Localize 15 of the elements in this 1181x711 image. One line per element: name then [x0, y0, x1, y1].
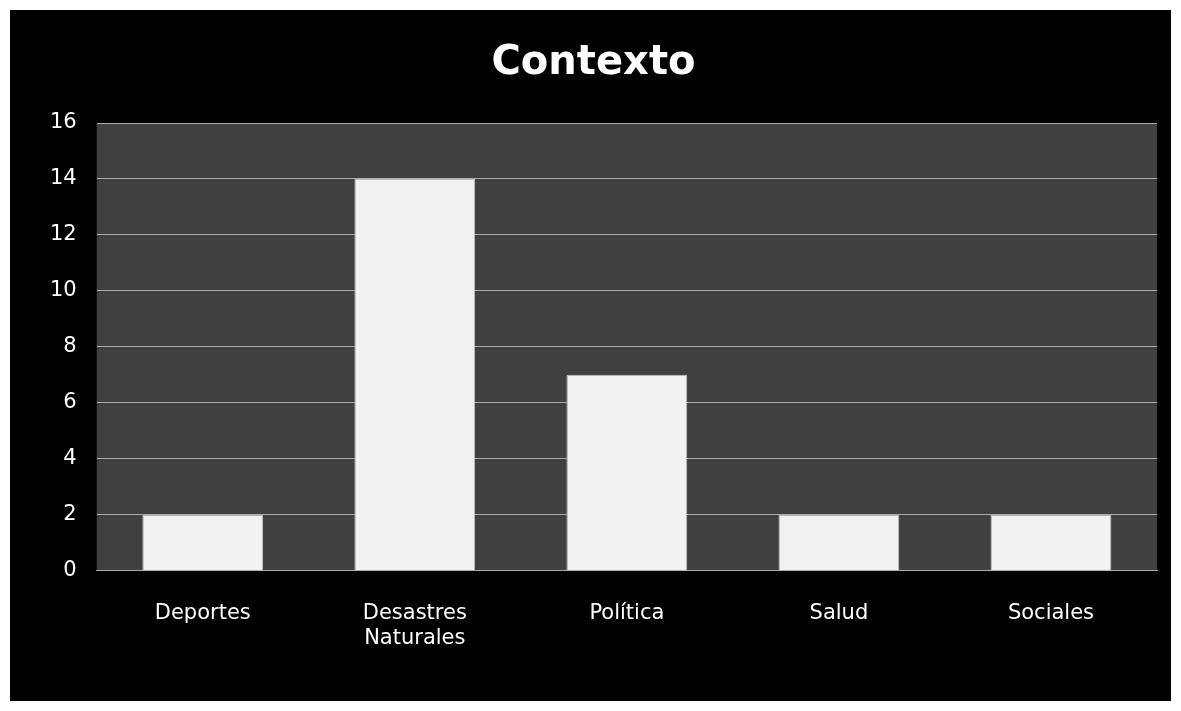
y-tick-label: 8: [63, 333, 77, 358]
x-tick-label: Política: [589, 599, 665, 624]
x-tick-label: Sociales: [1007, 599, 1095, 624]
y-tick-label: 0: [63, 557, 77, 582]
y-tick-label: 14: [49, 165, 77, 190]
x-tick-label: Salud: [809, 599, 869, 624]
x-tick-label: Desastres Naturales: [362, 599, 467, 649]
y-tick-label: 4: [63, 445, 77, 470]
y-tick-label: 6: [63, 389, 77, 414]
y-tick-label: 16: [49, 109, 77, 134]
y-tick-label: 12: [49, 221, 77, 246]
y-tick-label: 10: [49, 277, 77, 302]
y-tick-label: 2: [63, 501, 77, 526]
x-tick-label: Deportes: [154, 599, 251, 624]
chart-title: Contexto: [491, 37, 696, 84]
